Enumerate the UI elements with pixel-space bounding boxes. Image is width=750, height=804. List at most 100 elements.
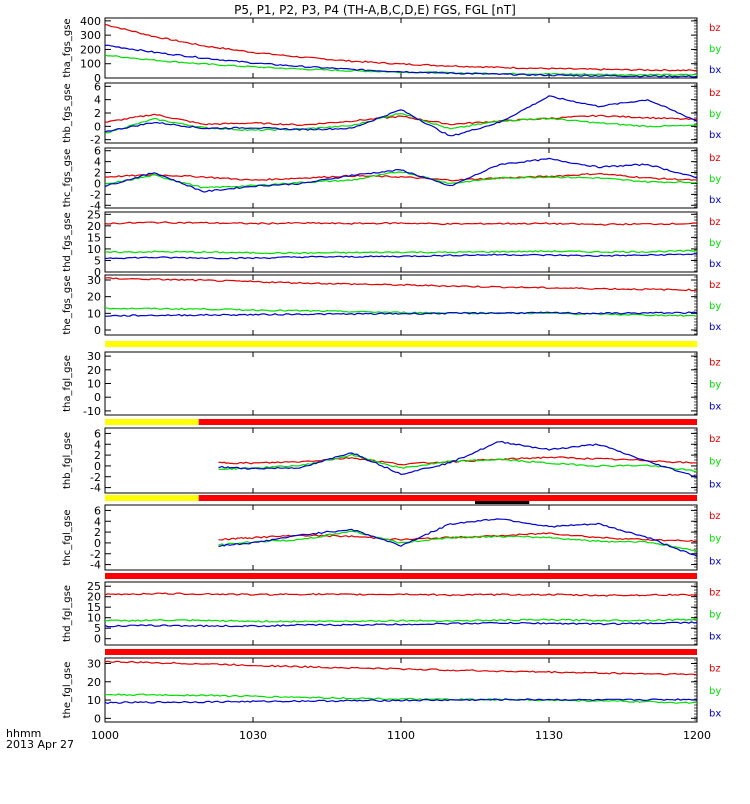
panel-ylabel: tha_fgs_gse [62, 18, 73, 77]
legend-bz: bz [709, 511, 721, 522]
legend-bx: bx [709, 402, 721, 413]
y-tick-label: 2 [94, 449, 101, 462]
y-tick-label: -10 [83, 405, 101, 418]
y-tick-label: 0 [94, 633, 101, 646]
y-tick-label: 5 [94, 622, 101, 635]
chart-title: P5, P1, P2, P3, P4 (TH-A,B,C,D,E) FGS, F… [234, 3, 516, 17]
status-bar-yellow [105, 341, 697, 347]
legend-by: by [709, 238, 721, 249]
legend-by: by [709, 301, 721, 312]
status-bar-yellow [105, 419, 199, 425]
series-line-bx [105, 311, 698, 317]
x-tick-label: 1130 [535, 729, 563, 742]
series-line-bx [104, 621, 698, 628]
x-tick-label: 1200 [683, 729, 711, 742]
y-tick-label: 100 [80, 58, 101, 71]
series-line-by [218, 530, 698, 552]
y-tick-label: 0 [94, 72, 101, 85]
series-line-bx [104, 95, 698, 137]
legend-bz: bz [709, 280, 721, 291]
panel-ylabel: the_fgs_gse [62, 275, 73, 334]
legend-by: by [709, 610, 721, 621]
y-tick-label: 0 [94, 712, 101, 725]
y-tick-label: 2 [94, 526, 101, 539]
y-tick-label: 6 [94, 504, 101, 517]
y-tick-label: 0 [94, 324, 101, 337]
status-bar-black [475, 501, 530, 504]
legend-bz: bz [709, 664, 721, 675]
series-line-by [104, 693, 698, 704]
y-tick-label: 25 [87, 208, 101, 221]
series-line-bx [104, 253, 698, 260]
series-line-by [104, 618, 698, 623]
series-line-bz [104, 23, 698, 72]
status-bar-red [198, 419, 697, 425]
legend-by: by [709, 380, 721, 391]
y-tick-label: -4 [90, 559, 101, 572]
series-line-bx [218, 518, 698, 558]
time-axis-label: hhmm [6, 727, 41, 740]
legend-bx: bx [709, 65, 721, 76]
series-line-by [218, 453, 698, 473]
y-tick-label: 20 [87, 364, 101, 377]
legend-by: by [709, 109, 721, 120]
series-line-bz [104, 113, 698, 127]
y-tick-label: 0 [94, 391, 101, 404]
series-line-bx [104, 157, 698, 193]
y-tick-label: 200 [80, 43, 101, 56]
y-tick-label: 20 [87, 291, 101, 304]
y-tick-label: 20 [87, 676, 101, 689]
legend-by: by [709, 686, 721, 697]
y-tick-label: 6 [94, 427, 101, 440]
y-tick-label: 20 [87, 220, 101, 233]
y-tick-label: 400 [80, 15, 101, 28]
y-tick-label: 0 [94, 537, 101, 550]
legend-bx: bx [709, 632, 721, 643]
legend-by: by [709, 457, 721, 468]
series-line-by [104, 171, 698, 189]
y-tick-label: 15 [87, 231, 101, 244]
x-tick-label: 1100 [387, 729, 415, 742]
y-tick-label: 10 [87, 378, 101, 391]
y-tick-label: 10 [87, 612, 101, 625]
y-tick-label: -2 [90, 188, 101, 201]
series-line-by [104, 307, 698, 317]
legend-bx: bx [709, 259, 721, 270]
status-bar-yellow [105, 495, 199, 501]
series-line-bz [104, 277, 698, 292]
y-tick-label: 0 [94, 266, 101, 279]
legend-bz: bz [709, 23, 721, 34]
panel-ylabel: the_fgl_gse [62, 662, 73, 719]
legend-bx: bx [709, 195, 721, 206]
y-tick-label: 0 [94, 120, 101, 133]
legend-by: by [709, 44, 721, 55]
panel-ylabel: thb_fgl_gse [62, 432, 73, 489]
y-tick-label: 15 [87, 601, 101, 614]
y-tick-label: 4 [94, 156, 101, 169]
panel-ylabel: thd_fgs_gse [62, 212, 73, 271]
series-line-bx [104, 698, 698, 705]
panel-frame [104, 581, 698, 646]
status-bar-red [198, 495, 697, 501]
legend-bz: bz [709, 357, 721, 368]
legend-bz: bz [709, 217, 721, 228]
y-tick-label: 4 [94, 438, 101, 451]
legend-bx: bx [709, 708, 721, 719]
panel-frame [104, 657, 698, 723]
panel-ylabel: thc_fgl_gse [62, 509, 73, 565]
series-line-by [104, 54, 698, 77]
y-tick-label: 4 [94, 94, 101, 107]
panel-frame [104, 351, 698, 416]
y-tick-label: 30 [87, 350, 101, 363]
y-tick-label: 10 [87, 307, 101, 320]
y-tick-label: 6 [94, 80, 101, 93]
series-line-bz [104, 221, 698, 226]
y-tick-label: -2 [90, 471, 101, 484]
y-tick-label: 25 [87, 580, 101, 593]
series-line-by [104, 113, 698, 134]
series-line-bz [104, 592, 698, 597]
y-tick-label: 30 [87, 657, 101, 670]
legend-bz: bz [709, 88, 721, 99]
y-tick-label: 30 [87, 274, 101, 287]
